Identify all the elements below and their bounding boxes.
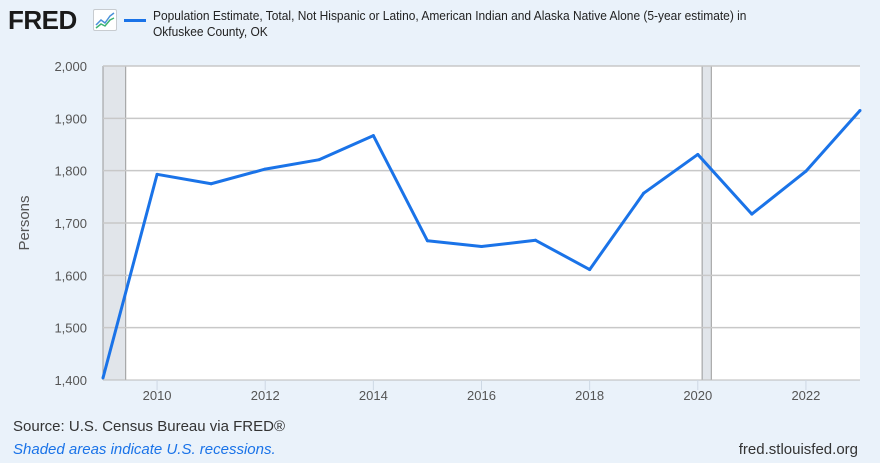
- x-tick-label: 2016: [467, 388, 496, 403]
- y-axis-label: Persons: [16, 195, 33, 250]
- data-point[interactable]: [858, 108, 862, 112]
- x-tick-label: 2012: [251, 388, 280, 403]
- y-tick-label: 2,000: [54, 59, 87, 74]
- y-tick-label: 1,400: [54, 373, 87, 388]
- legend-line-marker: [124, 19, 146, 22]
- x-tick-label: 2014: [359, 388, 388, 403]
- x-tick-label: 2010: [143, 388, 172, 403]
- y-tick-label: 1,900: [54, 111, 87, 126]
- data-point[interactable]: [101, 376, 105, 380]
- data-point[interactable]: [642, 191, 646, 195]
- data-point[interactable]: [804, 169, 808, 173]
- data-point[interactable]: [534, 238, 538, 242]
- source-text: Source: U.S. Census Bureau via FRED®: [13, 418, 285, 435]
- x-tick-label: 2020: [683, 388, 712, 403]
- data-point[interactable]: [263, 167, 267, 171]
- y-tick-label: 1,600: [54, 268, 87, 283]
- y-tick-label: 1,800: [54, 164, 87, 179]
- data-point[interactable]: [425, 239, 429, 243]
- data-point[interactable]: [588, 268, 592, 272]
- x-tick-label: 2018: [575, 388, 604, 403]
- data-point[interactable]: [317, 158, 321, 162]
- y-tick-label: 1,500: [54, 321, 87, 336]
- data-point[interactable]: [480, 245, 483, 249]
- recession-note[interactable]: Shaded areas indicate U.S. recessions.: [13, 441, 276, 458]
- data-point[interactable]: [209, 182, 213, 186]
- x-tick-label: 2022: [791, 388, 820, 403]
- data-point[interactable]: [155, 172, 159, 176]
- fred-logo[interactable]: FRED: [8, 5, 77, 35]
- legend-series-title: Population Estimate, Total, Not Hispanic…: [153, 8, 747, 39]
- y-tick-label: 1,700: [54, 216, 87, 231]
- site-link[interactable]: fred.stlouisfed.org: [738, 441, 858, 458]
- data-point[interactable]: [371, 134, 375, 138]
- data-point[interactable]: [696, 152, 700, 156]
- chart-line-icon: [93, 9, 117, 31]
- chart: 1,400 1,500 1,600 1,700 1,800 1,900 2,000 2010…: [16, 59, 862, 403]
- data-point[interactable]: [750, 212, 754, 216]
